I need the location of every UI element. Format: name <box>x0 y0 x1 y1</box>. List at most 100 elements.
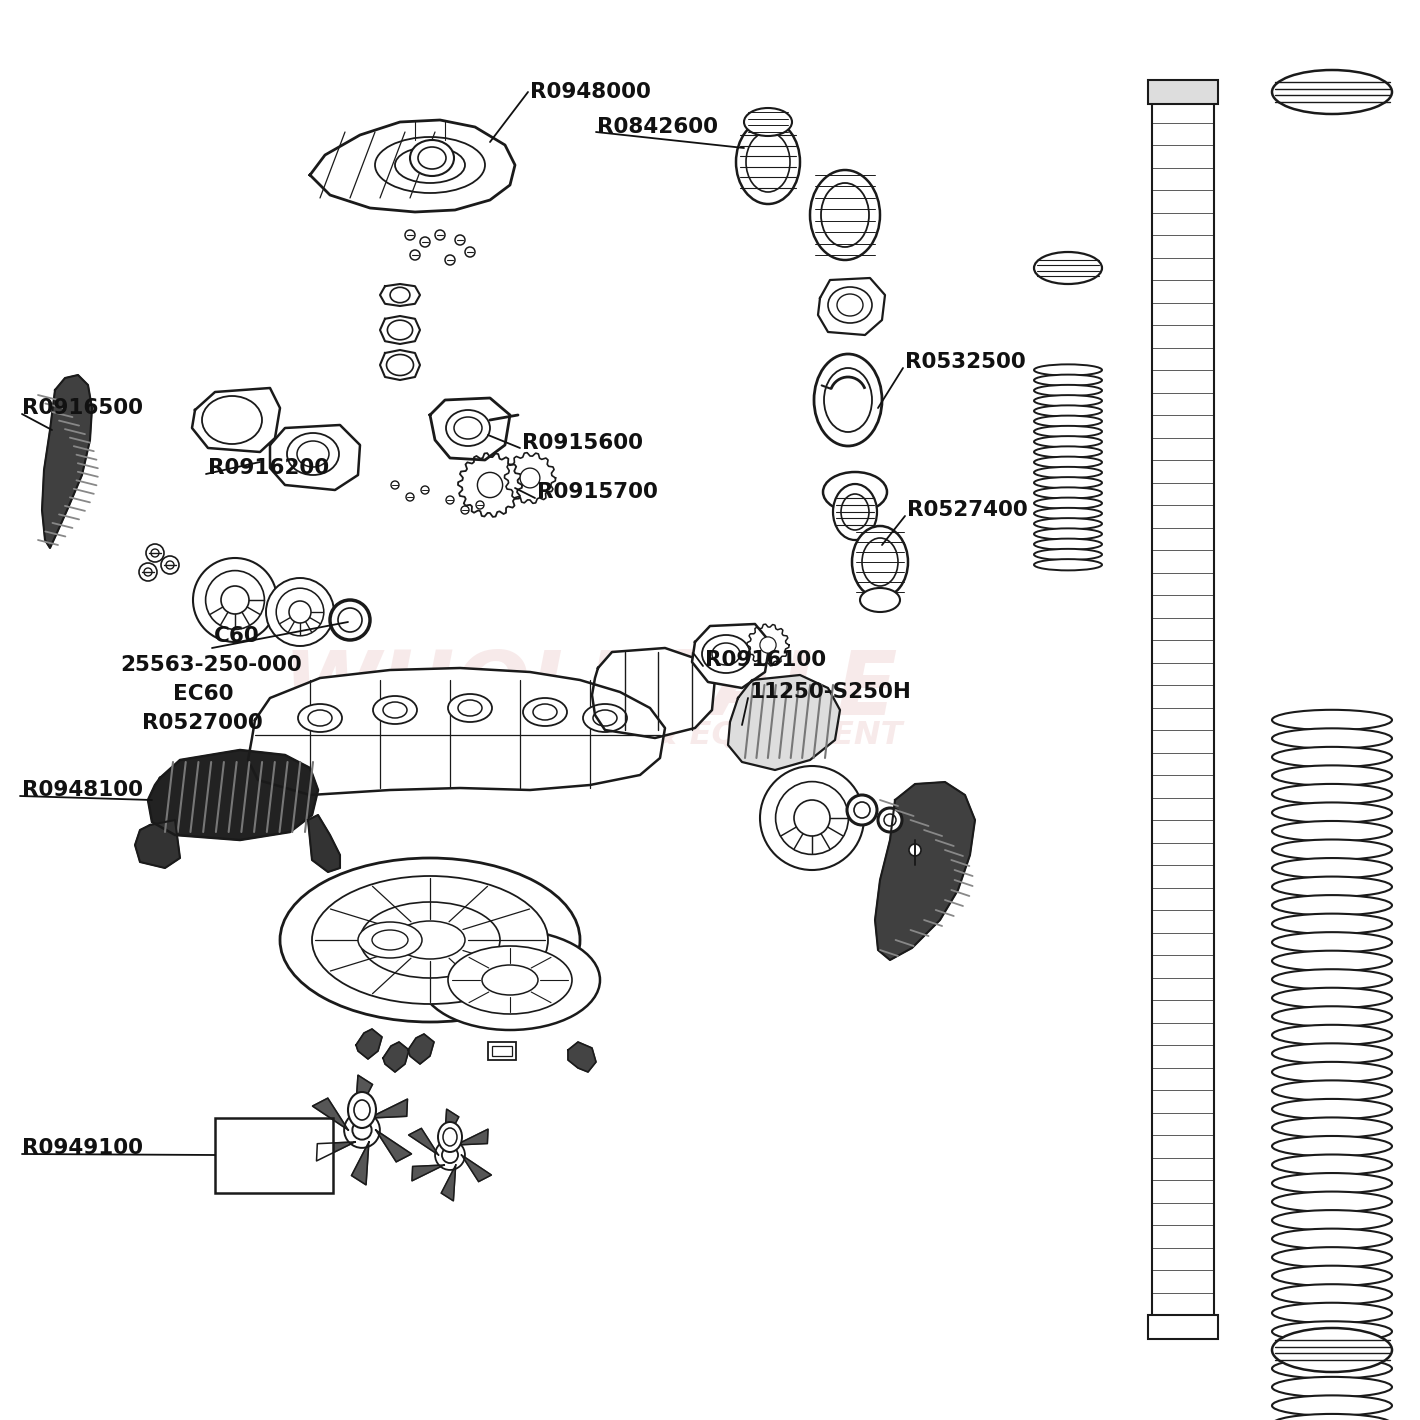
Ellipse shape <box>1034 426 1102 437</box>
Polygon shape <box>43 375 92 548</box>
Ellipse shape <box>746 132 790 192</box>
Text: WHOLESALE: WHOLESALE <box>283 646 897 734</box>
Ellipse shape <box>358 922 422 959</box>
Polygon shape <box>317 1142 355 1162</box>
Text: R0916500: R0916500 <box>21 398 143 417</box>
Ellipse shape <box>1034 550 1102 559</box>
Ellipse shape <box>481 966 538 995</box>
Polygon shape <box>248 667 665 795</box>
Ellipse shape <box>584 704 628 731</box>
Ellipse shape <box>862 538 897 586</box>
Ellipse shape <box>344 1112 381 1147</box>
Ellipse shape <box>1272 876 1392 897</box>
Polygon shape <box>308 815 339 872</box>
Ellipse shape <box>1272 728 1392 748</box>
Ellipse shape <box>1272 1025 1392 1045</box>
Ellipse shape <box>1272 1265 1392 1287</box>
Ellipse shape <box>454 417 481 439</box>
Bar <box>214 1118 334 1193</box>
Ellipse shape <box>420 930 601 1030</box>
Ellipse shape <box>373 696 417 724</box>
Ellipse shape <box>1272 821 1392 842</box>
Polygon shape <box>356 1030 382 1059</box>
Ellipse shape <box>1272 765 1392 785</box>
Ellipse shape <box>1034 385 1102 396</box>
Ellipse shape <box>861 588 900 612</box>
Ellipse shape <box>338 608 362 632</box>
Ellipse shape <box>846 795 878 825</box>
Ellipse shape <box>1034 365 1102 376</box>
Ellipse shape <box>222 586 248 613</box>
Ellipse shape <box>1272 1247 1392 1268</box>
Polygon shape <box>352 1142 369 1184</box>
Text: R0527400: R0527400 <box>907 500 1028 520</box>
Ellipse shape <box>462 506 469 514</box>
Text: EC60: EC60 <box>173 684 233 704</box>
Polygon shape <box>192 388 280 452</box>
Ellipse shape <box>388 320 413 339</box>
Ellipse shape <box>1034 508 1102 520</box>
Ellipse shape <box>809 170 880 260</box>
Ellipse shape <box>417 148 446 169</box>
Text: R0916100: R0916100 <box>704 650 826 670</box>
Ellipse shape <box>1272 1099 1392 1119</box>
Text: 11250-S250H: 11250-S250H <box>750 682 912 701</box>
Text: R0527000: R0527000 <box>142 713 263 733</box>
Ellipse shape <box>361 902 500 978</box>
Polygon shape <box>376 1130 412 1162</box>
Polygon shape <box>312 1098 348 1130</box>
Ellipse shape <box>386 355 413 375</box>
Ellipse shape <box>701 635 750 673</box>
Ellipse shape <box>1034 436 1102 447</box>
Bar <box>488 1042 515 1059</box>
Ellipse shape <box>308 710 332 726</box>
Ellipse shape <box>744 108 792 136</box>
Ellipse shape <box>836 294 863 317</box>
Ellipse shape <box>834 484 878 540</box>
Polygon shape <box>747 625 790 666</box>
Polygon shape <box>409 1129 439 1154</box>
Ellipse shape <box>878 808 902 832</box>
Polygon shape <box>310 121 515 212</box>
Ellipse shape <box>1034 528 1102 540</box>
Text: R0915600: R0915600 <box>523 433 643 453</box>
Polygon shape <box>381 284 420 305</box>
Ellipse shape <box>446 496 454 504</box>
Ellipse shape <box>287 433 339 476</box>
Polygon shape <box>692 623 770 689</box>
Ellipse shape <box>391 481 399 488</box>
Text: R0949100: R0949100 <box>21 1137 143 1157</box>
Ellipse shape <box>824 368 872 432</box>
Polygon shape <box>408 1034 435 1064</box>
Ellipse shape <box>852 525 907 598</box>
Ellipse shape <box>1272 1044 1392 1064</box>
Ellipse shape <box>853 802 870 818</box>
Text: 25563-250-000: 25563-250-000 <box>121 655 302 674</box>
Ellipse shape <box>1272 895 1392 916</box>
Ellipse shape <box>446 410 490 446</box>
Ellipse shape <box>443 1127 457 1146</box>
Ellipse shape <box>354 1100 371 1120</box>
Ellipse shape <box>520 469 540 488</box>
Ellipse shape <box>532 704 557 720</box>
Ellipse shape <box>312 876 548 1004</box>
Ellipse shape <box>1272 1154 1392 1174</box>
Ellipse shape <box>1272 710 1392 730</box>
Polygon shape <box>568 1042 596 1072</box>
Ellipse shape <box>794 799 831 836</box>
Ellipse shape <box>1272 932 1392 953</box>
Ellipse shape <box>1272 1228 1392 1250</box>
Ellipse shape <box>523 699 567 726</box>
Ellipse shape <box>1034 416 1102 427</box>
Polygon shape <box>444 1109 459 1145</box>
Ellipse shape <box>1034 559 1102 571</box>
Ellipse shape <box>1034 497 1102 508</box>
Ellipse shape <box>383 701 408 719</box>
Bar <box>1147 1315 1218 1339</box>
Ellipse shape <box>1272 988 1392 1008</box>
Bar <box>491 1047 513 1056</box>
Text: R0842600: R0842600 <box>596 116 719 136</box>
Ellipse shape <box>711 643 740 665</box>
Ellipse shape <box>435 230 444 240</box>
Ellipse shape <box>447 694 491 721</box>
